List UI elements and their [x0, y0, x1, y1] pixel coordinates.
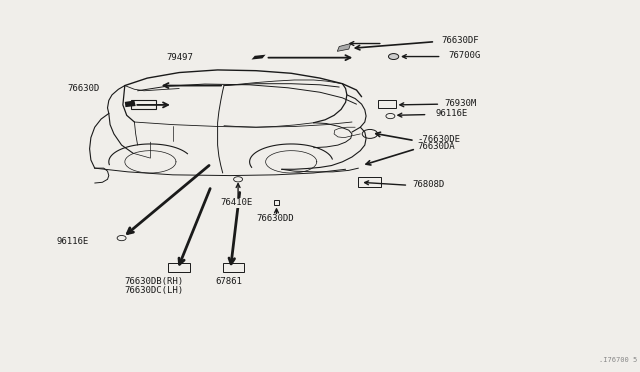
Polygon shape — [337, 44, 351, 51]
Text: 76630DA: 76630DA — [417, 142, 455, 151]
Text: 76808D: 76808D — [413, 180, 445, 189]
Polygon shape — [125, 100, 136, 107]
Bar — [131, 100, 156, 109]
Text: -76630DE: -76630DE — [417, 135, 460, 144]
Text: 76630D: 76630D — [68, 84, 100, 93]
Text: 67861: 67861 — [216, 277, 243, 286]
Bar — [358, 177, 381, 187]
Text: 76700G: 76700G — [448, 51, 480, 60]
Text: 76630DF: 76630DF — [442, 36, 479, 45]
Text: 76930M: 76930M — [444, 99, 476, 108]
Text: .I76700 5: .I76700 5 — [598, 357, 637, 363]
Bar — [168, 263, 190, 272]
Text: 79497: 79497 — [166, 53, 193, 62]
Bar — [378, 100, 396, 108]
Text: 76630DC(LH): 76630DC(LH) — [124, 286, 183, 295]
Text: 96116E: 96116E — [435, 109, 467, 118]
Text: 96116E: 96116E — [56, 237, 88, 246]
Text: 76630DB(RH): 76630DB(RH) — [124, 277, 183, 286]
Polygon shape — [252, 55, 266, 60]
Text: 76410E: 76410E — [221, 198, 253, 207]
Bar — [223, 263, 244, 272]
Circle shape — [388, 54, 399, 60]
Text: 76630DD: 76630DD — [257, 214, 294, 223]
